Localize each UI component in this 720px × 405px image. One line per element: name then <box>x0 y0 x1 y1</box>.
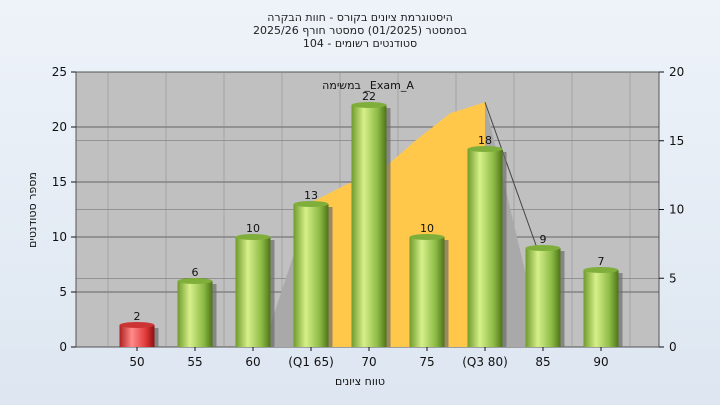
y-tick-label: 5 <box>59 285 67 299</box>
y-tick-label: 10 <box>52 230 67 244</box>
data-label: 18 <box>478 134 492 147</box>
x-tick-label: (Q3 80) <box>462 355 508 369</box>
y-axis-label: מספר סטודנטים <box>26 172 39 248</box>
x-tick-label: 90 <box>593 355 608 369</box>
y-tick-label: 20 <box>52 120 67 134</box>
bar <box>177 281 213 347</box>
x-tick-label: 85 <box>535 355 550 369</box>
bar <box>467 149 503 347</box>
bar <box>525 248 561 347</box>
bar-cap <box>583 267 619 273</box>
bar-cap <box>119 322 155 328</box>
y2-tick-label: 15 <box>669 134 684 148</box>
chart-title: היסטוגרמת ציונים בקורס - חוות הבקרה בסמס… <box>253 11 467 50</box>
x-tick-label: (Q1 65) <box>288 355 334 369</box>
data-label: 6 <box>192 266 199 279</box>
data-labels: 2 6 10 13 22 10 18 9 7 <box>134 90 605 323</box>
x-tick-label: 75 <box>419 355 434 369</box>
title-line-1: היסטוגרמת ציונים בקורס - חוות הבקרה <box>267 11 453 24</box>
y-axis-right-ticks: 0 5 10 15 20 <box>659 65 684 354</box>
bar-cap <box>525 245 561 251</box>
series-annotation: במשימה _Exam_A <box>322 79 414 92</box>
title-line-2: בסמסטר (01/2025) סמסטר חורף 2025/26 <box>253 24 467 37</box>
x-tick-label: 60 <box>245 355 260 369</box>
bar-cap <box>467 146 503 152</box>
bar-cap <box>293 201 329 207</box>
y-axis-left-ticks: 0 5 10 15 20 25 <box>52 65 76 354</box>
y2-tick-label: 5 <box>669 271 677 285</box>
bar <box>351 105 387 347</box>
data-label: 22 <box>362 90 376 103</box>
x-axis-label: טווח ציונים <box>335 375 385 388</box>
y-tick-label: 25 <box>52 65 67 79</box>
y-tick-label: 0 <box>59 340 67 354</box>
bar <box>409 237 445 347</box>
data-label: 10 <box>246 222 260 235</box>
bar <box>119 325 155 347</box>
data-label: 9 <box>540 233 547 246</box>
data-label: 2 <box>134 310 141 323</box>
x-tick-label: 50 <box>129 355 144 369</box>
data-label: 7 <box>598 255 605 268</box>
bars <box>119 102 623 347</box>
data-label: 13 <box>304 189 318 202</box>
y-tick-label: 15 <box>52 175 67 189</box>
bar <box>235 237 271 347</box>
area-edge-line <box>484 102 538 249</box>
bar <box>293 204 329 347</box>
bar-cap <box>177 278 213 284</box>
x-tick-label: 70 <box>361 355 376 369</box>
title-line-3: סטודנטים רשומים - 104 <box>303 37 417 50</box>
bar-cap <box>235 234 271 240</box>
y2-tick-label: 0 <box>669 340 677 354</box>
y2-tick-label: 10 <box>669 203 684 217</box>
bar-cap <box>409 234 445 240</box>
bar-cap <box>351 102 387 108</box>
x-axis-ticks: 50 55 60 (Q1 65) 70 75 (Q3 80) 85 90 <box>129 347 609 369</box>
y2-tick-label: 20 <box>669 65 684 79</box>
data-label: 10 <box>420 222 434 235</box>
x-tick-label: 55 <box>187 355 202 369</box>
bar <box>583 270 619 347</box>
